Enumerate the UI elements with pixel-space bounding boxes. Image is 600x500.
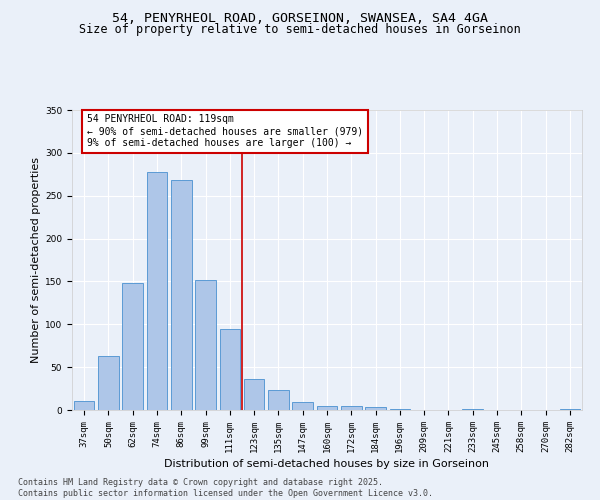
Text: Size of property relative to semi-detached houses in Gorseinon: Size of property relative to semi-detach… [79, 22, 521, 36]
Bar [195, 280, 216, 410]
Bar [389, 409, 410, 410]
Text: 54, PENYRHEOL ROAD, GORSEINON, SWANSEA, SA4 4GA: 54, PENYRHEOL ROAD, GORSEINON, SWANSEA, … [112, 12, 488, 26]
Bar [98, 356, 119, 410]
Bar [122, 283, 143, 410]
Bar [268, 390, 289, 410]
Bar [463, 409, 483, 410]
Bar [292, 402, 313, 410]
Bar [171, 180, 191, 410]
Bar [74, 402, 94, 410]
Text: 54 PENYRHEOL ROAD: 119sqm
← 90% of semi-detached houses are smaller (979)
9% of : 54 PENYRHEOL ROAD: 119sqm ← 90% of semi-… [88, 114, 364, 148]
Bar [220, 328, 240, 410]
Text: Contains HM Land Registry data © Crown copyright and database right 2025.
Contai: Contains HM Land Registry data © Crown c… [18, 478, 433, 498]
Bar [560, 409, 580, 410]
X-axis label: Distribution of semi-detached houses by size in Gorseinon: Distribution of semi-detached houses by … [164, 459, 490, 469]
Bar [146, 172, 167, 410]
Y-axis label: Number of semi-detached properties: Number of semi-detached properties [31, 157, 41, 363]
Bar [244, 379, 265, 410]
Bar [341, 406, 362, 410]
Bar [317, 406, 337, 410]
Bar [365, 408, 386, 410]
